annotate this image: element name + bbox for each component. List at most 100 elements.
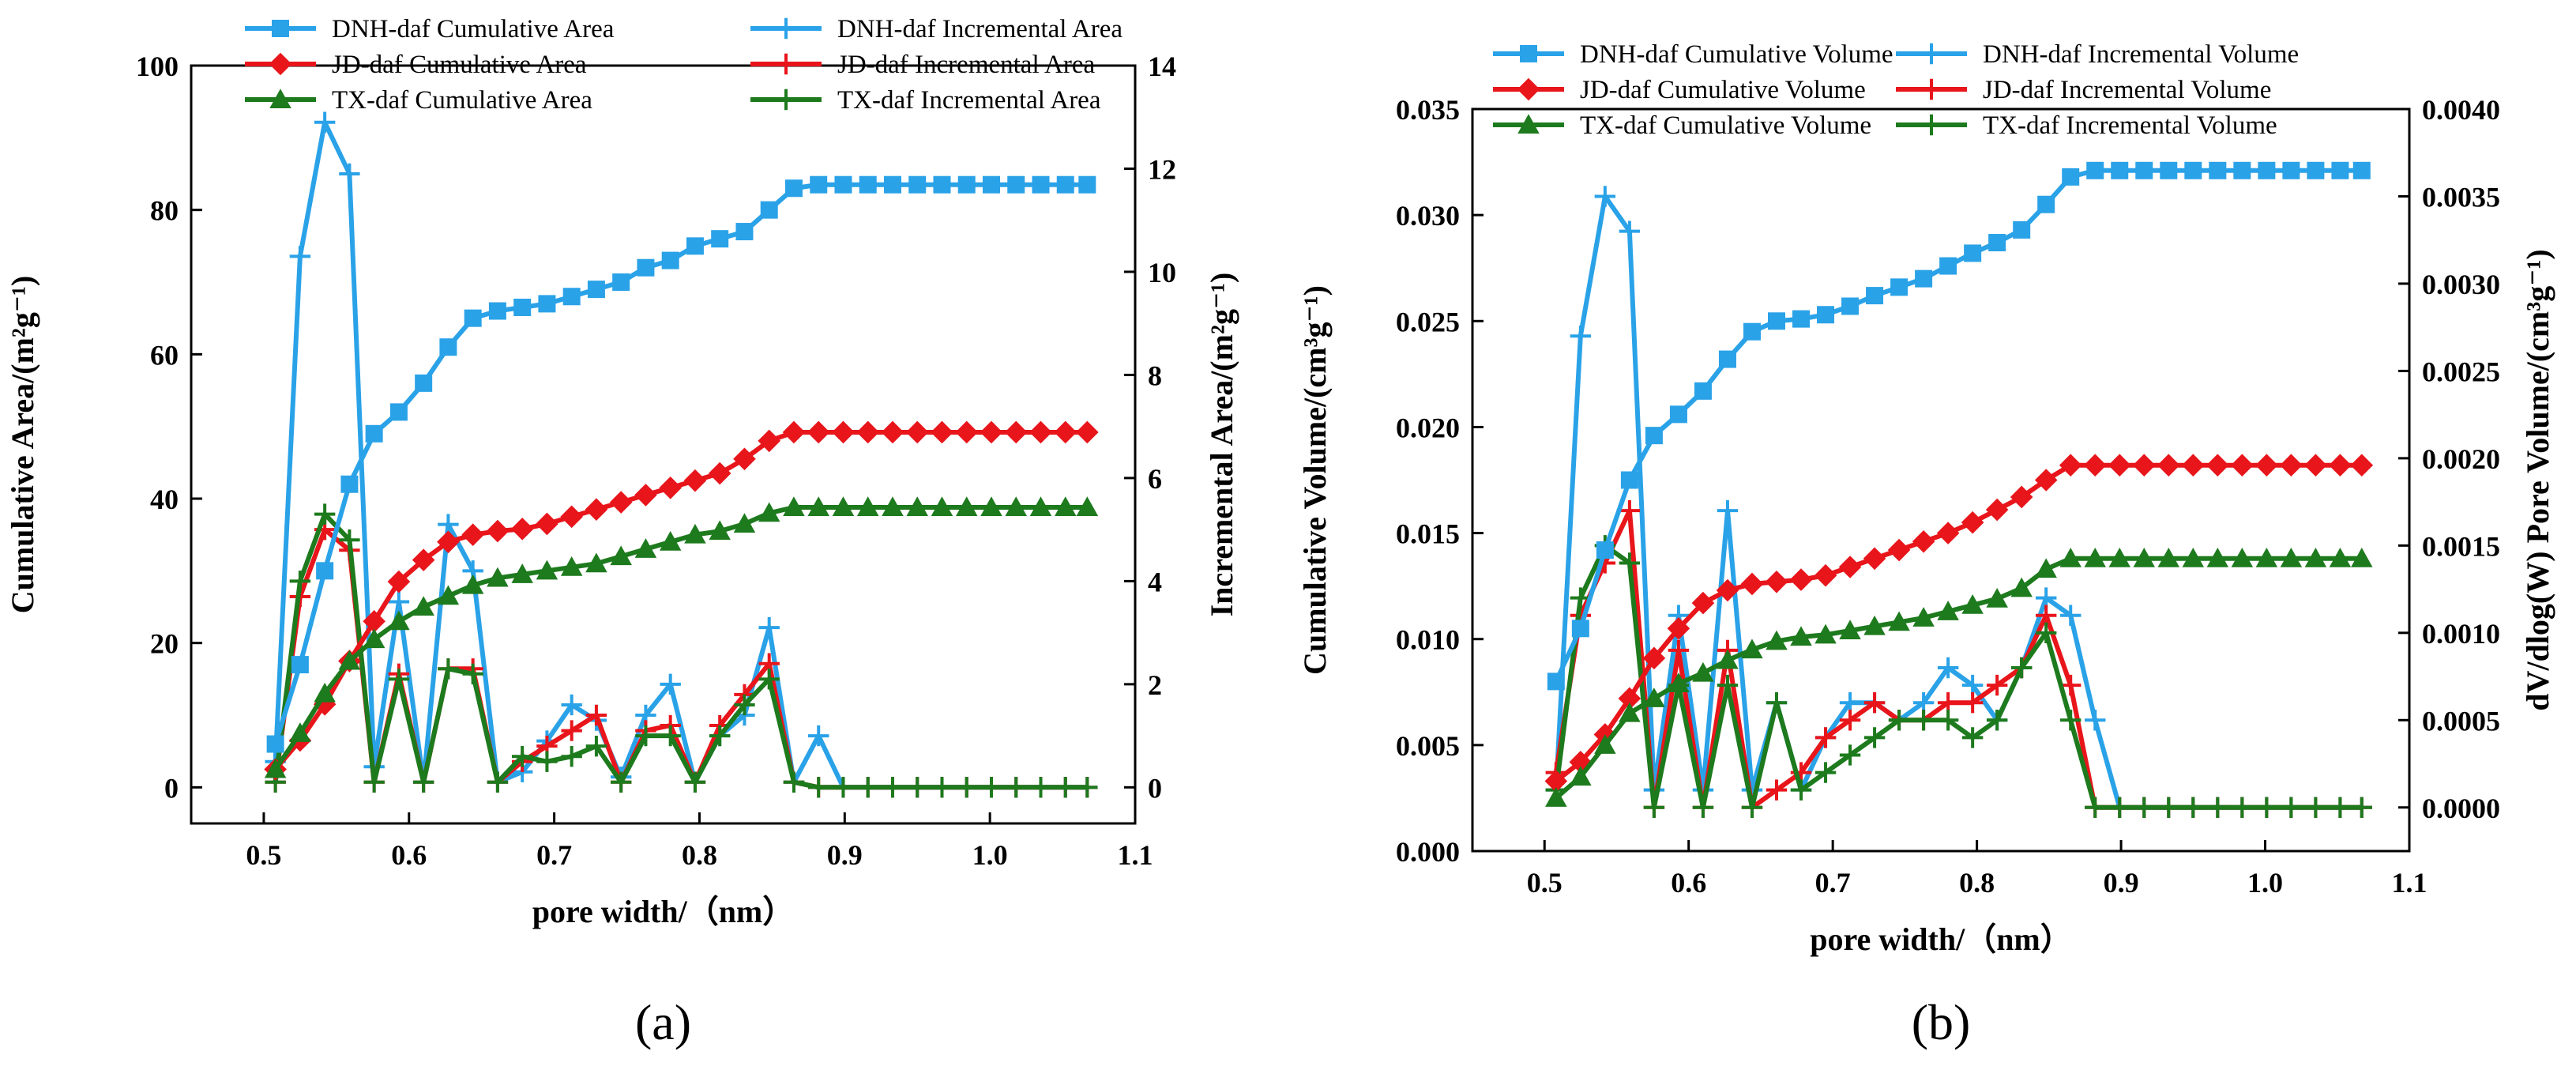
data-point — [412, 771, 434, 793]
data-point — [660, 673, 681, 695]
data-point — [1668, 639, 1690, 661]
data-point — [1005, 496, 1027, 516]
data-point — [758, 616, 780, 639]
data-point — [684, 771, 706, 793]
data-point — [1937, 657, 1959, 679]
data-point — [2256, 797, 2277, 818]
data-point — [1718, 350, 1736, 368]
y-right-tick-label: 0.0035 — [2422, 181, 2500, 213]
data-point — [269, 89, 291, 108]
data-point — [931, 496, 953, 516]
data-point — [2158, 797, 2179, 818]
data-point — [709, 725, 731, 747]
legend-item: DNH-daf Cumulative Area — [245, 15, 615, 43]
data-point — [1570, 587, 1592, 608]
data-point — [1077, 777, 1098, 798]
series-tx-daf-incremental-volume — [1545, 535, 2372, 818]
data-point — [561, 745, 582, 767]
data-point — [2059, 454, 2082, 477]
data-point — [338, 650, 361, 670]
data-point — [1863, 547, 1886, 571]
data-point — [931, 420, 953, 444]
data-point — [1915, 269, 1933, 288]
data-point — [412, 596, 434, 616]
data-point — [1936, 522, 1960, 544]
data-point — [2013, 220, 2031, 239]
y-left-tick-label: 0.005 — [1396, 730, 1460, 762]
data-point — [1007, 175, 1025, 194]
data-point — [931, 777, 953, 798]
data-point — [511, 745, 533, 767]
y-left-tick-label: 0.010 — [1396, 624, 1460, 656]
data-point — [2086, 161, 2104, 179]
x-tick-label: 1.1 — [1118, 839, 1153, 871]
data-point — [389, 403, 408, 421]
data-point — [1841, 297, 1860, 315]
data-point — [2304, 454, 2327, 477]
y-right-tick-label: 0.0010 — [2422, 618, 2500, 650]
y-left-tick-label: 0.030 — [1396, 200, 1460, 232]
data-point — [1961, 594, 1984, 614]
data-point — [1814, 727, 1837, 748]
series-line — [1554, 462, 2362, 783]
legend-label: JD-daf Cumulative Volume — [1580, 76, 1866, 104]
data-point — [933, 175, 951, 194]
panel-caption: (a) — [635, 994, 691, 1050]
data-point — [1937, 601, 1959, 620]
data-point — [339, 529, 360, 551]
data-point — [1866, 287, 1884, 305]
data-point — [2108, 548, 2131, 567]
data-point — [610, 545, 632, 566]
data-point — [1076, 496, 1099, 516]
y-left-tick-label: 0.015 — [1396, 518, 1460, 550]
data-point — [2280, 454, 2303, 477]
y-left-tick-label: 0.035 — [1396, 94, 1460, 126]
data-point — [1890, 278, 1908, 296]
data-point — [2231, 454, 2254, 477]
data-point — [758, 502, 780, 522]
data-point — [1030, 777, 1051, 798]
data-point — [1939, 257, 1957, 275]
data-point — [536, 559, 558, 580]
data-point — [289, 246, 311, 267]
data-point — [2109, 797, 2130, 818]
y-left-tick-label: 0.020 — [1396, 412, 1460, 443]
data-point — [882, 777, 904, 798]
data-point — [462, 663, 483, 685]
data-point — [1888, 611, 1910, 631]
data-point — [1055, 496, 1077, 516]
data-point — [1986, 587, 2008, 608]
y-right-tick-label: 0.0020 — [2422, 443, 2500, 475]
data-point — [857, 777, 878, 798]
data-point — [1986, 710, 2008, 731]
legend-item: JD-daf Incremental Volume — [1896, 76, 2271, 104]
data-point — [1988, 234, 2006, 252]
data-point — [1619, 220, 1641, 242]
data-point — [1912, 692, 1935, 714]
data-point — [955, 420, 979, 444]
y-left-axis-label: Cumulative Volume/(cm³g⁻¹) — [1297, 285, 1333, 675]
data-point — [560, 505, 583, 529]
data-point — [363, 609, 385, 633]
data-point — [2352, 161, 2371, 179]
data-point — [661, 251, 679, 269]
data-point — [1520, 45, 1537, 62]
data-point — [2036, 605, 2057, 626]
legend-label: DNH-daf Incremental Volume — [1983, 40, 2299, 69]
data-point — [2135, 161, 2153, 179]
legend-item: DNH-daf Incremental Volume — [1896, 40, 2299, 69]
data-point — [1643, 797, 1665, 818]
data-point — [1766, 692, 1788, 714]
y-right-tick-label: 0.0005 — [2422, 705, 2500, 737]
y-left-tick-label: 20 — [150, 628, 179, 660]
data-point — [388, 610, 410, 631]
data-point — [1667, 617, 1690, 640]
data-point — [1076, 420, 1099, 444]
data-point — [2182, 548, 2205, 567]
data-point — [807, 420, 830, 444]
data-point — [775, 17, 797, 40]
y-right-tick-label: 8 — [1148, 360, 1162, 391]
data-point — [1056, 175, 1074, 194]
y-right-tick-label: 0 — [1148, 772, 1162, 804]
